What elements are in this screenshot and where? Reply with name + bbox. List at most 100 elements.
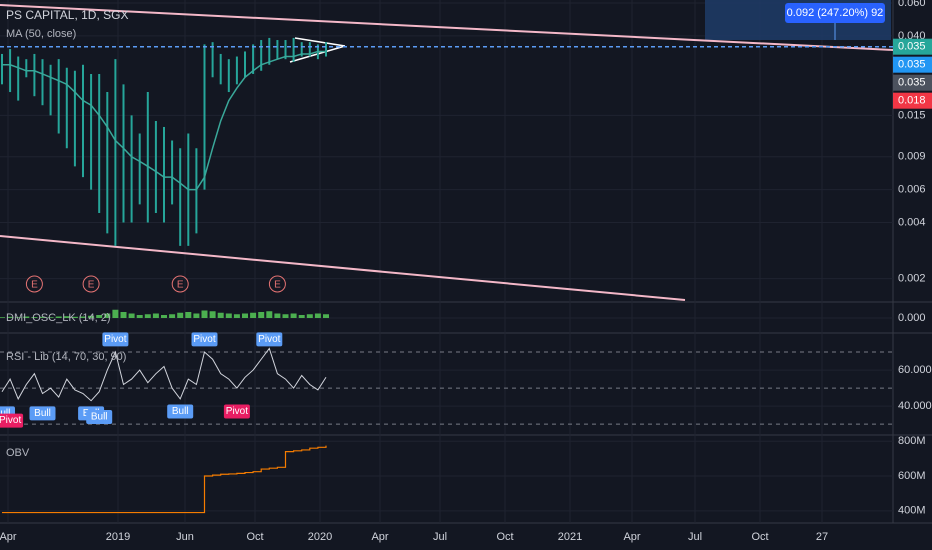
- x-tick-label: Oct: [751, 531, 768, 543]
- event-marker: [268, 275, 286, 293]
- signal-label: Bull: [91, 412, 108, 423]
- x-tick-label: Oct: [496, 531, 513, 543]
- dmi-bar: [233, 314, 240, 318]
- dmi-bar: [47, 317, 54, 318]
- dmi-bar: [55, 316, 62, 318]
- x-tick-label: 2021: [558, 531, 582, 543]
- y-tick-label: 0.015: [898, 109, 926, 121]
- y-tick-label: 0.000: [898, 312, 926, 324]
- dmi-bar: [161, 315, 167, 318]
- dmi-bar: [177, 312, 184, 318]
- dmi-bar: [112, 309, 119, 318]
- measure-label: 0.092 (247.20%) 92: [787, 7, 884, 19]
- dmi-bar: [23, 316, 30, 318]
- dmi-bar: [193, 313, 200, 318]
- dmi-bar: [152, 313, 159, 318]
- y-tick-label: 400M: [898, 505, 926, 517]
- signal-box: [0, 413, 24, 428]
- dmi-bar: [120, 312, 127, 318]
- signal-label: Bull: [0, 408, 10, 419]
- dmi-label: DMI_OSC_LK (14, 2): [6, 312, 111, 324]
- signal-box: [167, 404, 194, 419]
- event-marker: [171, 275, 189, 293]
- price-badge-label: 0.035: [898, 59, 926, 71]
- signal-label: Pivot: [0, 415, 21, 426]
- dmi-bar: [282, 314, 289, 318]
- dmi-bar: [201, 310, 208, 318]
- y-tick-label: 0.006: [898, 184, 926, 196]
- price-badge: [893, 92, 932, 109]
- obv-label: OBV: [6, 447, 30, 459]
- y-tick-label: 800M: [898, 435, 926, 447]
- dmi-bar: [323, 314, 329, 318]
- obv-line: [2, 445, 327, 514]
- y-tick-label: 40.000: [898, 400, 932, 412]
- x-tick-label: Jul: [688, 531, 702, 543]
- event-marker: [82, 275, 100, 293]
- x-tick-label: Jul: [433, 531, 447, 543]
- dmi-bar: [290, 313, 297, 318]
- signal-box: [86, 409, 113, 424]
- signal-label: Pivot: [104, 334, 126, 345]
- dmi-bar: [71, 316, 78, 318]
- rsi-label: RSI - Lib (14, 70, 30, 90): [6, 351, 126, 363]
- dmi-bar: [128, 313, 135, 318]
- signal-label: Bull: [34, 408, 51, 419]
- x-tick-label: Apr: [371, 531, 388, 543]
- dmi-bar: [0, 317, 5, 318]
- dmi-bar: [258, 312, 265, 318]
- dmi-bar: [80, 316, 86, 318]
- chart-title: PS CAPITAL, 1D, SGX: [6, 8, 128, 22]
- dmi-bar: [39, 316, 46, 318]
- signal-box: [29, 406, 56, 421]
- price-badge: [893, 38, 932, 55]
- signal-label: Pivot: [193, 334, 215, 345]
- dmi-bar: [306, 314, 313, 318]
- event-label: E: [31, 280, 38, 291]
- dmi-bar: [266, 311, 273, 318]
- dmi-bar: [144, 314, 151, 318]
- trendline: [0, 4, 894, 51]
- y-tick-label: 60.000: [898, 364, 932, 376]
- dmi-bar: [169, 314, 176, 318]
- signal-box: [223, 404, 250, 419]
- y-tick-label: 0.009: [898, 151, 926, 163]
- dmi-bar: [63, 316, 70, 318]
- dmi-bar: [31, 317, 38, 318]
- ma-line: [2, 50, 326, 191]
- marks: EEEEBullPivotBullBullBullPivotBullPivotP…: [0, 37, 893, 514]
- dmi-bar: [88, 315, 95, 318]
- x-tick-label: Apr: [0, 531, 17, 543]
- x-tick-label: 27: [816, 531, 828, 543]
- price-badge: [893, 56, 932, 73]
- x-tick-label: 2019: [106, 531, 130, 543]
- x-tick-label: Jun: [176, 531, 194, 543]
- dmi-bar: [217, 312, 224, 318]
- measure-label-box: [785, 3, 885, 23]
- signal-box: [191, 332, 218, 347]
- y-tick-label: 0.004: [898, 216, 926, 228]
- price-badge-label: 0.035: [898, 41, 926, 53]
- dmi-bar: [250, 312, 257, 318]
- event-label: E: [177, 280, 184, 291]
- dmi-bar: [15, 317, 22, 318]
- triangle-line: [294, 37, 346, 47]
- y-tick-label: 0.002: [898, 273, 926, 285]
- signal-box: [256, 332, 283, 347]
- price-badge: [893, 74, 932, 91]
- dmi-bar: [185, 312, 192, 318]
- dmi-bar: [225, 313, 232, 318]
- price-badge-label: 0.018: [898, 95, 926, 107]
- event-label: E: [274, 280, 281, 291]
- price-badge-label: 0.035: [898, 77, 926, 89]
- signal-label: Bull: [172, 406, 189, 417]
- dmi-bar: [314, 313, 321, 318]
- dmi-bar: [7, 316, 14, 318]
- event-marker: [25, 275, 43, 293]
- event-label: E: [88, 280, 95, 291]
- dmi-bar: [298, 315, 305, 318]
- dmi-bar: [274, 313, 281, 318]
